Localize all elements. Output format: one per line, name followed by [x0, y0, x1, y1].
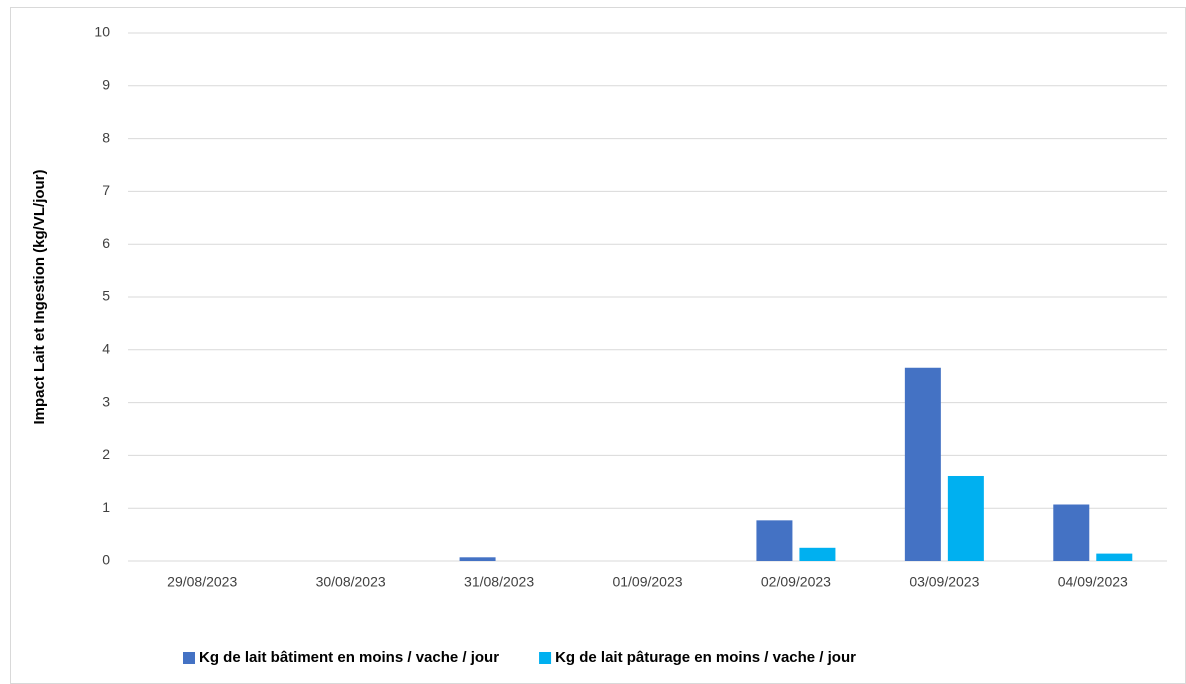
y-tick-label: 4	[102, 341, 110, 357]
x-tick-label: 01/09/2023	[612, 574, 682, 590]
x-tick-label: 03/09/2023	[909, 574, 979, 590]
y-tick-label: 6	[102, 235, 110, 251]
y-tick-label: 8	[102, 129, 110, 145]
x-tick-label: 02/09/2023	[761, 574, 831, 590]
bar	[904, 367, 941, 561]
x-tick-label: 04/09/2023	[1058, 574, 1128, 590]
x-tick-label: 29/08/2023	[167, 574, 237, 590]
y-tick-label: 1	[102, 499, 110, 515]
legend-label: Kg de lait bâtiment en moins / vache / j…	[199, 649, 499, 666]
y-tick-label: 2	[102, 446, 110, 462]
legend-label: Kg de lait pâturage en moins / vache / j…	[555, 649, 856, 666]
bar	[799, 547, 836, 561]
y-tick-label: 3	[102, 393, 110, 409]
bar	[1053, 504, 1090, 561]
x-tick-label: 30/08/2023	[316, 574, 386, 590]
y-axis-title: Impact Lait et Ingestion (kg/VL/jour)	[31, 169, 48, 424]
y-tick-label: 0	[102, 552, 110, 568]
bar	[947, 475, 984, 561]
y-tick-label: 5	[102, 288, 110, 304]
legend-swatch	[183, 652, 195, 664]
chart-frame	[10, 7, 1186, 684]
y-tick-label: 10	[94, 24, 110, 40]
y-tick-label: 9	[102, 77, 110, 93]
y-tick-label: 7	[102, 182, 110, 198]
bar	[756, 520, 793, 561]
bar	[459, 557, 496, 561]
legend-swatch	[539, 652, 552, 664]
x-tick-label: 31/08/2023	[464, 574, 534, 590]
bar	[1096, 553, 1133, 561]
